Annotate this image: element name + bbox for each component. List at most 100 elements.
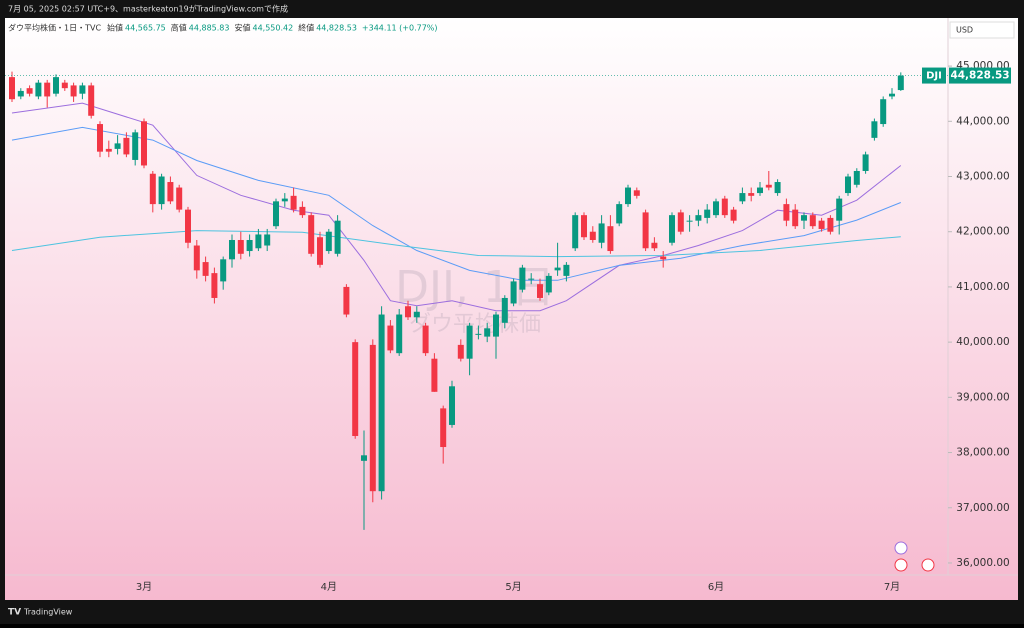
candle-body	[97, 124, 103, 152]
price-tag-symbol-bg	[922, 67, 946, 84]
event-icon[interactable]	[894, 558, 908, 572]
candle-body	[9, 77, 15, 100]
change-label: +344.11 (+0.77%)	[362, 24, 438, 33]
candle-body	[176, 187, 183, 210]
candle-body	[713, 201, 719, 216]
currency-box[interactable]	[949, 21, 1015, 39]
candle-body	[202, 262, 209, 276]
candle-body	[589, 231, 596, 240]
candle-body	[633, 190, 640, 196]
currency: USD	[956, 26, 973, 35]
candle-body	[246, 239, 253, 252]
candle-body	[290, 195, 297, 210]
candle-body	[35, 82, 42, 97]
candle-body	[149, 173, 156, 205]
candle-body	[237, 239, 244, 254]
candle-body	[545, 275, 552, 293]
candle-body	[114, 143, 121, 149]
x-tick-label: 4月	[321, 581, 337, 593]
footer: TradingView	[23, 608, 73, 617]
candle-body	[616, 204, 623, 224]
candle-body	[457, 344, 464, 359]
candle-body	[528, 278, 535, 280]
ohlc-value: 44,885.83	[189, 24, 230, 33]
price-tag-symbol: DJI	[926, 71, 942, 82]
candle-body	[361, 455, 367, 461]
ohlc-label: 始値	[107, 23, 123, 33]
x-tick-label: 7月	[884, 581, 900, 593]
candle-body	[554, 267, 561, 271]
candle-body	[413, 311, 420, 318]
candle-body	[334, 220, 341, 254]
candle-body	[783, 204, 790, 221]
watermark-subtitle: ダウ平均株価	[409, 312, 541, 337]
candle-body	[440, 408, 447, 448]
ohlc-label: 終値	[298, 23, 314, 33]
candle-body	[405, 306, 411, 318]
candle-body	[167, 182, 174, 202]
x-tick-label: 6月	[708, 581, 724, 593]
candle-body	[352, 342, 359, 436]
candle-body	[220, 259, 227, 282]
candle-body	[686, 220, 693, 222]
candle-body	[845, 176, 851, 194]
candle-body	[704, 209, 711, 218]
event-icon[interactable]	[921, 558, 935, 572]
candle-body	[774, 182, 781, 194]
ohlc-value: 44,550.42	[252, 24, 293, 33]
candle-body	[651, 242, 658, 249]
candle-body	[572, 215, 579, 249]
candle-body	[343, 286, 350, 315]
candle-body	[193, 245, 200, 271]
candle-body	[537, 284, 543, 298]
candle-body	[61, 82, 68, 89]
candle-body	[70, 85, 77, 97]
candle-body	[211, 273, 218, 298]
candle-body	[695, 215, 702, 221]
candle-body	[123, 137, 130, 155]
candle-body	[563, 264, 570, 276]
candle-body	[862, 154, 869, 171]
candle-body	[853, 170, 860, 185]
candle-body	[449, 386, 455, 425]
price-tag-bg	[949, 67, 1011, 84]
candle-body	[519, 267, 526, 290]
candle-body	[141, 121, 147, 166]
candle-body	[501, 297, 508, 323]
candle-body	[484, 328, 491, 337]
y-tick-label: 37,000.00	[956, 502, 1009, 514]
candle-body	[17, 90, 24, 97]
candle-body	[809, 215, 816, 227]
candle-body	[730, 209, 737, 221]
candle-body	[185, 209, 191, 243]
candle-body	[748, 193, 755, 196]
candle-body	[889, 93, 895, 97]
candle-body	[880, 99, 887, 125]
candle-body	[264, 234, 271, 246]
ohlc-label: 高値	[171, 23, 187, 33]
ohlc-value: 44,565.75	[125, 24, 166, 33]
candle-body	[396, 314, 403, 354]
x-tick-label: 3月	[136, 581, 152, 593]
candle-body	[871, 121, 878, 138]
candle-body	[581, 215, 587, 238]
candle-body	[669, 215, 675, 243]
y-tick-label: 40,000.00	[956, 336, 1009, 348]
chart-panel	[5, 18, 1018, 600]
y-tick-label: 41,000.00	[956, 281, 1009, 293]
candle-body	[836, 198, 843, 221]
candle-body	[431, 358, 438, 392]
candle-body	[510, 281, 517, 304]
candle-body	[273, 201, 279, 227]
y-tick-label: 36,000.00	[956, 557, 1009, 569]
candle-body	[325, 231, 332, 252]
candle-body	[739, 193, 746, 202]
candle-body	[493, 314, 499, 337]
event-icon[interactable]	[894, 541, 908, 555]
footer-logo: 𝗧𝗩	[8, 608, 21, 618]
moving-average	[11, 230, 901, 258]
moving-average	[11, 102, 902, 312]
candle-body	[317, 237, 323, 265]
candle-body	[88, 85, 95, 116]
